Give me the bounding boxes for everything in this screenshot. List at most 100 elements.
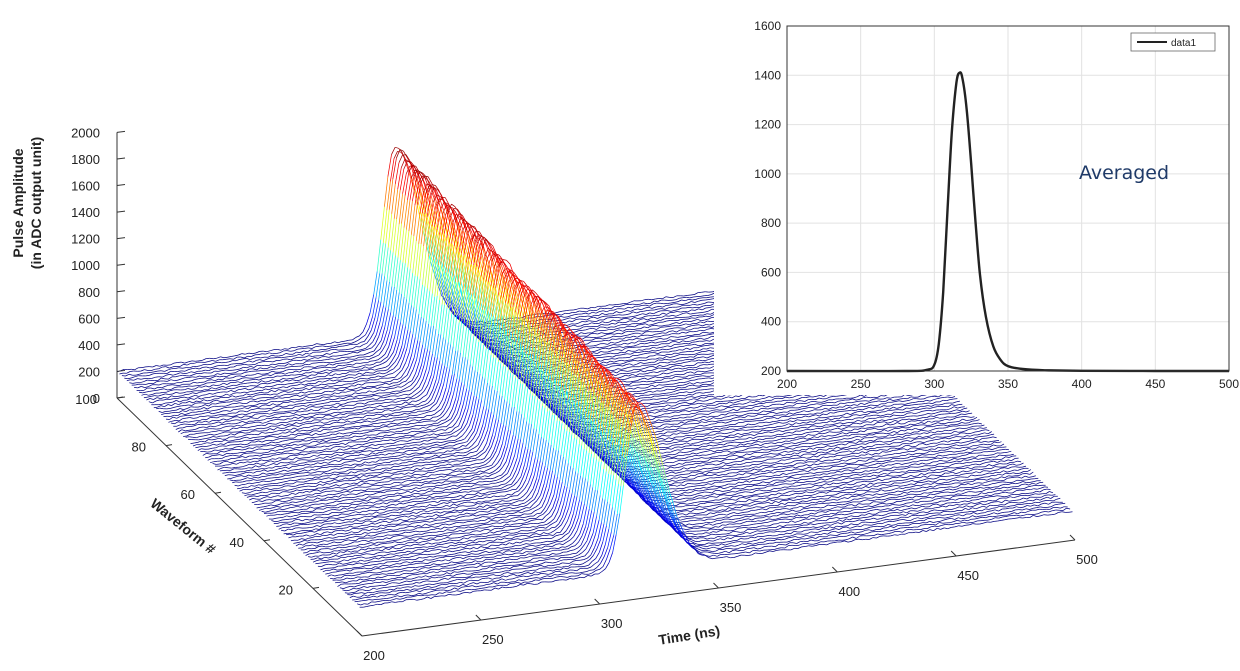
- waveform-segment: [184, 361, 189, 364]
- waveform-segment: [209, 384, 213, 388]
- waveform-segment: [665, 315, 669, 317]
- waveform-segment: [615, 321, 620, 325]
- waveform-segment: [151, 376, 156, 379]
- waveform-segment: [633, 328, 638, 330]
- waveform-segment: [629, 311, 634, 315]
- waveform-segment: [155, 399, 160, 402]
- waveform-segment: [364, 385, 369, 389]
- waveform-segment: [349, 364, 353, 366]
- waveform-segment: [220, 356, 224, 359]
- waveform-segment: [603, 310, 607, 313]
- waveform-segment: [429, 251, 434, 264]
- waveform-segment: [652, 323, 657, 325]
- waveform-segment: [301, 391, 305, 394]
- waveform-segment: [337, 402, 342, 405]
- waveform-segment: [172, 416, 177, 419]
- waveform-segment: [592, 346, 596, 349]
- waveform-segment: [415, 171, 420, 181]
- waveform-segment: [309, 387, 314, 391]
- waveform-segment: [263, 383, 268, 385]
- waveform-segment: [181, 412, 186, 415]
- waveform-segment: [209, 366, 214, 369]
- waveform-segment: [441, 280, 446, 292]
- waveform-segment: [252, 386, 256, 390]
- waveform-segment: [667, 325, 672, 327]
- waveform-segment: [425, 185, 430, 194]
- waveform-segment: [641, 316, 646, 319]
- waveform-segment: [618, 349, 623, 351]
- waveform-segment: [441, 262, 446, 277]
- waveform-segment: [162, 366, 166, 368]
- waveform-segment: [707, 344, 712, 346]
- waveform-segment: [695, 297, 700, 300]
- waveform-segment: [555, 311, 560, 314]
- waveform-segment: [580, 332, 585, 334]
- waveform-segment: [286, 378, 291, 380]
- waveform-segment: [386, 370, 391, 374]
- waveform-segment: [363, 336, 369, 342]
- waveform-segment: [390, 286, 395, 313]
- waveform-segment: [694, 352, 699, 355]
- waveform-segment: [208, 412, 213, 415]
- waveform-segment: [707, 320, 711, 322]
- waveform-segment: [706, 347, 711, 350]
- waveform-segment: [209, 393, 214, 395]
- waveform-segment: [203, 390, 208, 392]
- waveform-segment: [653, 319, 658, 322]
- waveform-segment: [318, 356, 322, 359]
- waveform-segment: [656, 337, 661, 340]
- waveform-segment: [392, 353, 397, 361]
- waveform-segment: [233, 364, 238, 368]
- waveform-segment: [621, 347, 626, 351]
- waveform-segment: [647, 345, 651, 347]
- waveform-segment: [340, 403, 345, 405]
- waveform-segment: [202, 394, 206, 396]
- waveform-segment: [225, 385, 230, 388]
- waveform-segment: [242, 413, 246, 415]
- waveform-segment: [433, 273, 439, 285]
- waveform-segment: [565, 320, 570, 324]
- waveform-segment: [608, 365, 612, 369]
- waveform-segment: [157, 405, 162, 408]
- waveform-segment: [132, 382, 137, 384]
- waveform-segment: [328, 355, 333, 358]
- waveform-segment: [406, 330, 411, 349]
- waveform-segment: [390, 368, 394, 371]
- waveform-segment: [410, 394, 415, 398]
- waveform-segment: [139, 372, 144, 375]
- waveform-segment: [246, 358, 251, 361]
- waveform-segment: [256, 367, 261, 371]
- waveform-segment: [434, 189, 440, 202]
- waveform-segment: [585, 328, 590, 331]
- waveform-segment: [332, 363, 337, 366]
- waveform-segment: [284, 356, 289, 358]
- waveform-segment: [316, 395, 321, 398]
- waveform-segment: [628, 366, 633, 368]
- waveform-segment: [301, 372, 306, 375]
- waveform-segment: [630, 345, 634, 347]
- waveform-segment: [403, 199, 408, 228]
- waveform-segment: [291, 382, 296, 384]
- waveform-segment: [233, 400, 238, 402]
- waveform-segment: [322, 345, 327, 347]
- waveform-segment: [170, 414, 175, 417]
- waveform-segment: [164, 384, 169, 387]
- waveform-segment: [330, 385, 335, 388]
- waveform-segment: [336, 387, 341, 389]
- waveform-segment: [663, 345, 668, 348]
- waveform-segment: [618, 365, 623, 367]
- waveform-segment: [320, 402, 325, 405]
- waveform-segment: [299, 394, 304, 397]
- waveform-segment: [360, 349, 365, 352]
- waveform-segment: [400, 372, 405, 378]
- waveform-segment: [645, 304, 650, 307]
- waveform-segment: [157, 386, 162, 389]
- waveform-segment: [325, 372, 330, 374]
- waveform-segment: [139, 381, 144, 384]
- waveform-segment: [187, 362, 191, 366]
- waveform-segment: [601, 347, 606, 350]
- waveform-segment: [320, 366, 325, 369]
- waveform-segment: [199, 375, 204, 378]
- waveform-segment: [201, 412, 206, 415]
- waveform-segment: [248, 352, 253, 355]
